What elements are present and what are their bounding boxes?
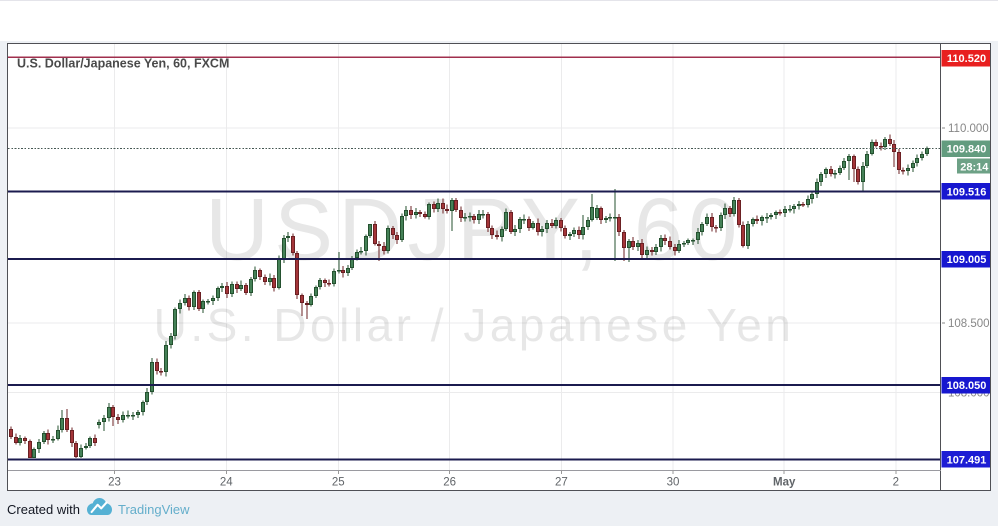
svg-text:May: May <box>773 477 796 489</box>
svg-text:26: 26 <box>443 477 456 489</box>
svg-text:23: 23 <box>108 477 121 489</box>
svg-text:109.005: 109.005 <box>947 254 987 266</box>
svg-text:25: 25 <box>332 477 345 489</box>
svg-text:U.S. Dollar/Japanese Yen, 60,: U.S. Dollar/Japanese Yen, 60, FXCM <box>17 57 229 71</box>
svg-text:27: 27 <box>555 477 568 489</box>
svg-text:U.S. Dollar / Japanese Yen: U.S. Dollar / Japanese Yen <box>154 299 795 351</box>
svg-text:109.516: 109.516 <box>947 186 987 198</box>
svg-text:107.491: 107.491 <box>947 454 987 466</box>
svg-text:28:14: 28:14 <box>960 162 989 174</box>
svg-text:USDJPY, 60: USDJPY, 60 <box>205 179 743 278</box>
svg-text:110.520: 110.520 <box>947 53 986 65</box>
svg-text:2: 2 <box>893 477 899 489</box>
svg-text:30: 30 <box>667 477 680 489</box>
svg-text:110.000: 110.000 <box>948 123 989 135</box>
svg-text:108.050: 108.050 <box>947 380 987 392</box>
svg-text:109.840: 109.840 <box>947 144 987 156</box>
svg-text:24: 24 <box>220 477 233 489</box>
svg-text:108.500: 108.500 <box>948 318 990 330</box>
